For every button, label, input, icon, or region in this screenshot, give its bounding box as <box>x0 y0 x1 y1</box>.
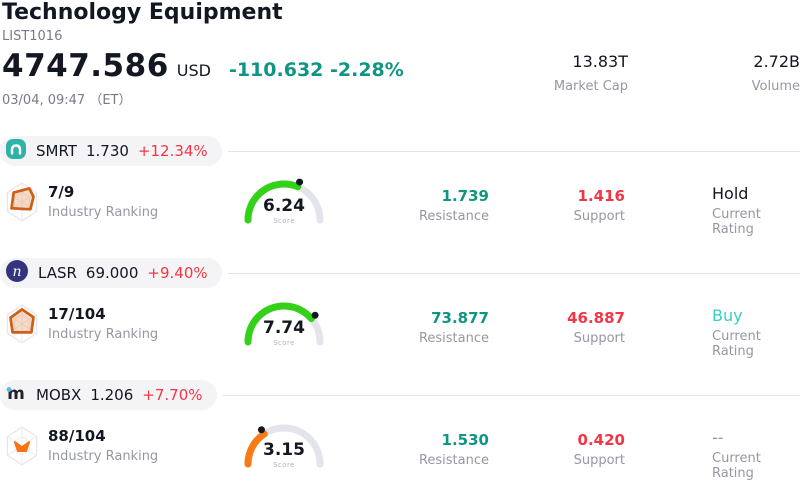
gauge-score-label: Score <box>273 339 295 347</box>
ticker-pill-lasr[interactable]: n LASR 69.000 +9.40% <box>0 258 222 288</box>
ticker-symbol: MOBX <box>36 386 82 404</box>
mobx-logo-icon: m <box>5 382 27 408</box>
ticker-symbol: SMRT <box>36 142 77 160</box>
resistance-label: Resistance <box>418 331 489 346</box>
price-change: -110.632 -2.28% <box>228 59 404 81</box>
rating-block: Hold Current Rating <box>712 184 800 237</box>
ranking-value: 17/104 <box>48 305 106 323</box>
market-cap-value: 13.83T <box>572 52 628 71</box>
rating-block: -- Current Rating <box>712 428 800 481</box>
rating-block: Buy Current Rating <box>712 306 800 359</box>
support-label: Support <box>573 331 625 346</box>
rating-value: Buy <box>712 306 743 325</box>
support-block: 1.416 Support <box>525 187 625 224</box>
ticker-row: m MOBX 1.206 +7.70% 88/104 Industry Rank… <box>0 380 800 488</box>
volume-stat: 2.72B Volume <box>630 52 800 94</box>
support-label: Support <box>573 209 625 224</box>
radar-ranking-icon <box>1 301 43 351</box>
industry-ranking-block: 17/104 Industry Ranking <box>48 305 158 342</box>
ranking-label: Industry Ranking <box>48 327 159 342</box>
rating-value: Hold <box>712 184 749 203</box>
ticker-row: SMRT 1.730 +12.34% 7/9 Industry Ranking … <box>0 136 800 258</box>
ticker-price: 69.000 <box>85 264 139 282</box>
ticker-pill-mobx[interactable]: m MOBX 1.206 +7.70% <box>0 380 217 410</box>
gauge-score-value: 6.24 <box>263 196 305 216</box>
support-block: 46.887 Support <box>525 309 625 346</box>
ticker-pill-row: n LASR 69.000 +9.40% <box>0 258 800 288</box>
ticker-pill-row: SMRT 1.730 +12.34% <box>0 136 800 166</box>
ticker-change: +12.34% <box>137 142 208 160</box>
volume-label: Volume <box>751 79 800 94</box>
gauge-score-label: Score <box>273 461 295 469</box>
row-divider <box>227 272 800 274</box>
rating-label: Current Rating <box>712 451 761 481</box>
ranking-label: Industry Ranking <box>48 449 159 464</box>
resistance-label: Resistance <box>418 453 489 468</box>
resistance-value: 73.877 <box>431 309 489 327</box>
resistance-block: 73.877 Resistance <box>389 309 489 346</box>
row-divider <box>227 150 800 152</box>
resistance-label: Resistance <box>418 209 489 224</box>
ticker-row: n LASR 69.000 +9.40% 17/104 Industry Ran… <box>0 258 800 380</box>
score-gauge: 7.74 Score <box>242 298 326 360</box>
market-cap-stat: 13.83T Market Cap <box>458 52 628 94</box>
ticker-symbol: LASR <box>38 264 77 282</box>
support-value: 1.416 <box>577 187 625 205</box>
resistance-block: 1.739 Resistance <box>389 187 489 224</box>
gauge-score-value: 3.15 <box>263 440 305 460</box>
support-value: 46.887 <box>567 309 625 327</box>
ranking-value: 7/9 <box>48 183 75 201</box>
currency-label: USD <box>176 61 211 80</box>
page-title: Technology Equipment <box>2 0 283 25</box>
timestamp: 03/04, 09:47 （ET） <box>2 93 132 108</box>
score-gauge: 3.15 Score <box>242 420 326 482</box>
price-row: 4747.586 USD -110.632 -2.28% <box>2 48 404 84</box>
score-gauge: 6.24 Score <box>242 176 326 238</box>
support-block: 0.420 Support <box>525 431 625 468</box>
list-id: LIST1016 <box>2 29 63 44</box>
radar-ranking-icon <box>1 423 43 473</box>
svg-text:m: m <box>7 384 25 404</box>
resistance-block: 1.530 Resistance <box>389 431 489 468</box>
rating-value: -- <box>712 428 724 447</box>
ticker-price: 1.730 <box>85 142 129 160</box>
ticker-price: 1.206 <box>90 386 134 404</box>
ranking-label: Industry Ranking <box>48 205 159 220</box>
market-cap-label: Market Cap <box>553 79 628 94</box>
rating-label: Current Rating <box>712 207 761 237</box>
index-price: 4747.586 <box>2 48 169 84</box>
industry-ranking-block: 88/104 Industry Ranking <box>48 427 158 464</box>
ticker-change: +9.40% <box>147 264 208 282</box>
resistance-value: 1.530 <box>441 431 489 449</box>
ticker-pill-row: m MOBX 1.206 +7.70% <box>0 380 800 410</box>
ticker-pill-smrt[interactable]: SMRT 1.730 +12.34% <box>0 136 222 166</box>
radar-ranking-icon <box>1 179 43 229</box>
industry-ranking-block: 7/9 Industry Ranking <box>48 183 158 220</box>
lasr-logo-icon: n <box>5 259 29 287</box>
rating-label: Current Rating <box>712 329 761 359</box>
ranking-value: 88/104 <box>48 427 106 445</box>
gauge-score-value: 7.74 <box>263 318 305 338</box>
volume-value: 2.72B <box>753 52 800 71</box>
svg-text:n: n <box>12 264 21 280</box>
resistance-value: 1.739 <box>441 187 489 205</box>
smrt-logo-icon <box>5 138 27 164</box>
support-value: 0.420 <box>577 431 625 449</box>
gauge-score-label: Score <box>273 217 295 225</box>
row-divider <box>222 394 800 396</box>
support-label: Support <box>573 453 625 468</box>
ticker-change: +7.70% <box>142 386 203 404</box>
